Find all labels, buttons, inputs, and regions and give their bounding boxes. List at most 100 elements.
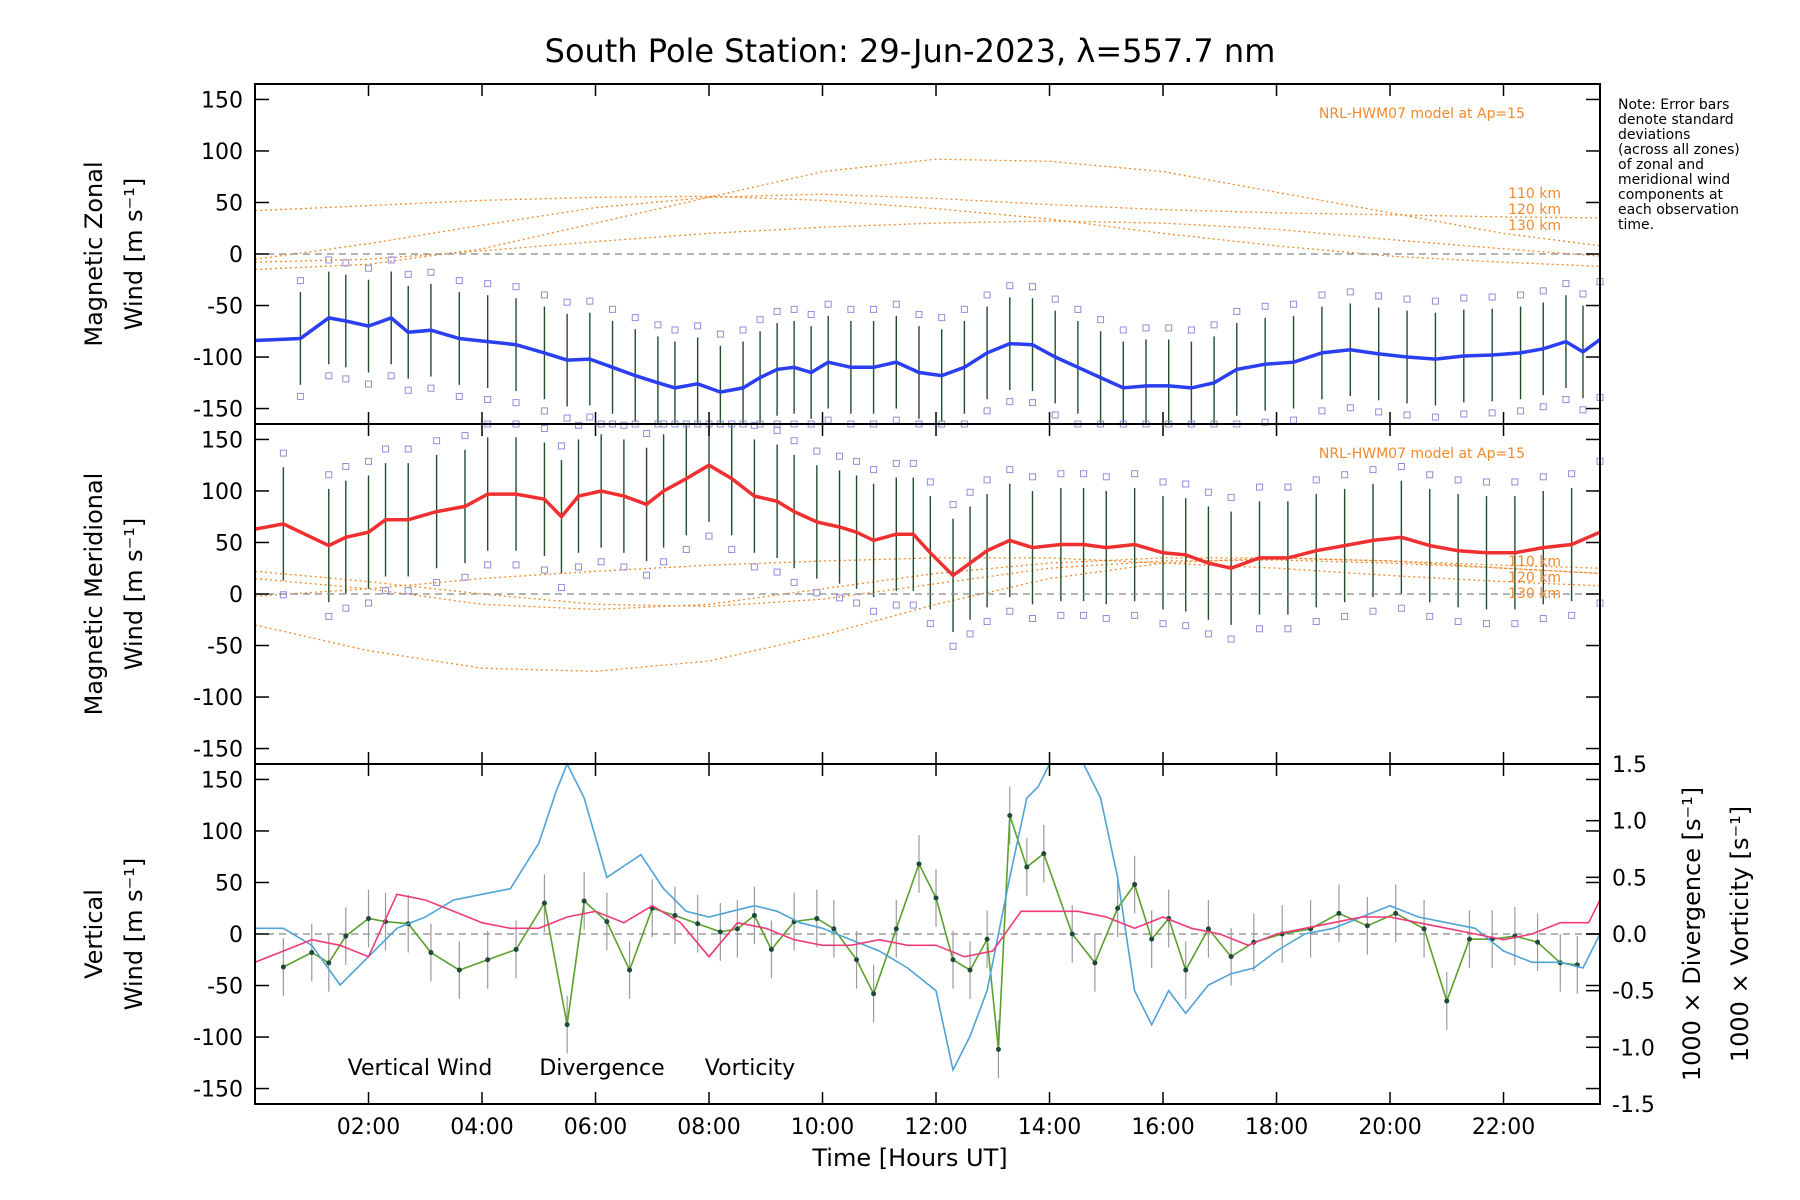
zonal-zone-sample <box>404 270 412 278</box>
vertical-wind-point <box>916 861 922 867</box>
zonal-zone-sample <box>540 407 548 415</box>
zonal-ytick-label: -150 <box>193 398 243 423</box>
meridional-zone-sample <box>484 561 492 569</box>
zonal-y-ticks: 150 100 50 0 -50 -100 -150 <box>193 88 1600 423</box>
vertical-wind-point <box>1024 864 1030 870</box>
vertical-ytick-label: -50 <box>207 975 243 1000</box>
meridional-zone-sample <box>1568 470 1576 478</box>
zonal-ytick-label: 100 <box>201 140 243 165</box>
vertical-panel-series <box>254 762 1601 1079</box>
zonal-ytick-label: 0 <box>229 243 243 268</box>
zonal-ytick-label: -50 <box>207 295 243 320</box>
meridional-zone-sample <box>790 437 798 445</box>
vertical-wind-point <box>871 991 877 997</box>
zonal-zone-sample <box>790 305 798 313</box>
meridional-zone-sample <box>1341 612 1349 620</box>
x-tick-label: 06:00 <box>564 1115 627 1140</box>
zonal-zone-sample <box>325 256 333 264</box>
vertical-wind-point <box>1336 910 1342 916</box>
zonal-zone-sample <box>1460 410 1468 418</box>
meridional-zone-sample <box>1006 466 1014 474</box>
meridional-zone-sample <box>1539 614 1547 622</box>
vertical-ytick-label: 50 <box>215 871 243 896</box>
zonal-wind-panel: 150 100 50 0 -50 -100 -150 NRL-HWM07 model at … <box>80 83 1604 428</box>
meridional-zone-sample <box>870 466 878 474</box>
meridional-zone-sample <box>1397 604 1405 612</box>
zonal-zone-sample <box>960 305 968 313</box>
zonal-zone-sample <box>1261 302 1269 310</box>
vertical-ytick-label: -100 <box>193 1026 243 1051</box>
zonal-zone-sample <box>1375 408 1383 416</box>
meridional-model-b-curve <box>254 559 1601 608</box>
zonal-zone-sample <box>654 321 662 329</box>
meridional-zone-sample <box>643 571 651 579</box>
meridional-zone-sample <box>1426 471 1434 479</box>
vertical-wind-point <box>456 967 462 973</box>
zonal-zone-sample <box>1318 291 1326 299</box>
zonal-model-c-curve <box>254 195 1601 268</box>
meridional-zone-sample <box>1454 476 1462 484</box>
meridional-zone-sample <box>966 488 974 496</box>
meridional-zone-sample <box>1255 625 1263 633</box>
meridional-zone-sample <box>1312 618 1320 626</box>
meridional-zone-sample <box>1159 620 1167 628</box>
meridional-zone-sample <box>909 601 917 609</box>
zonal-zone-sample <box>824 416 832 424</box>
meridional-zone-sample <box>773 426 781 434</box>
vertical-wind-point <box>695 921 701 927</box>
vertical-wind-point <box>1149 936 1155 942</box>
zonal-zone-sample <box>1539 403 1547 411</box>
vertical-wind-point <box>604 919 610 925</box>
zonal-zone-sample <box>938 314 946 322</box>
x-tick-label: 20:00 <box>1358 1115 1421 1140</box>
vorticity-ylabel: 1000 × Vorticity [s⁻¹] <box>1726 806 1754 1062</box>
meridional-zone-sample <box>682 545 690 553</box>
meridional-wind-panel: 150 100 50 0 -50 -100 -150 NRL-HWM07 model at … <box>80 420 1604 765</box>
zonal-zone-sample <box>892 300 900 308</box>
x-tick-label: 04:00 <box>450 1115 513 1140</box>
meridional-zone-sample <box>325 612 333 620</box>
zonal-zone-sample <box>1142 324 1150 332</box>
meridional-zone-sample <box>1182 622 1190 630</box>
vertical-wind-point <box>717 929 723 935</box>
meridional-zone-sample <box>1284 483 1292 491</box>
vertical-wind-point <box>734 926 740 932</box>
zonal-zone-sample <box>1375 292 1383 300</box>
meridional-zone-sample <box>1369 607 1377 615</box>
meridional-zone-sample <box>557 584 565 592</box>
note-line: Note: Error bars <box>1618 97 1729 113</box>
meridional-zone-sample <box>1006 607 1014 615</box>
zonal-zone-sample <box>1562 280 1570 288</box>
meridional-zone-sample <box>750 563 758 571</box>
meridional-zone-sample <box>1341 471 1349 479</box>
zonal-zone-sample <box>1028 399 1036 407</box>
vertical-wind-point <box>893 926 899 932</box>
meridional-zone-sample <box>1255 483 1263 491</box>
meridional-zone-sample <box>1102 473 1110 481</box>
vertical-wind-point <box>1115 905 1121 911</box>
meridional-zone-sample <box>892 601 900 609</box>
zonal-zone-sample <box>631 314 639 322</box>
zonal-zone-sample <box>1346 404 1354 412</box>
meridional-mean-wind-line <box>254 463 1601 578</box>
zonal-zone-sample <box>342 259 350 267</box>
zonal-model-d-curve <box>254 220 1601 263</box>
meridional-zone-sample <box>620 421 628 429</box>
zonal-zone-sample <box>609 305 617 313</box>
meridional-zone-sample <box>983 476 991 484</box>
zonal-zone-sample <box>586 413 594 421</box>
meridional-zone-sample <box>1482 478 1490 486</box>
vertical-wind-point <box>326 960 332 966</box>
meridional-zone-sample <box>1284 625 1292 633</box>
zonal-zone-sample <box>1517 407 1525 415</box>
vertical-wind-point <box>428 950 434 956</box>
zonal-zone-sample <box>1318 407 1326 415</box>
zonal-zone-sample <box>1233 307 1241 315</box>
zonal-zone-sample <box>296 392 304 400</box>
zonal-zone-sample <box>1187 326 1195 334</box>
meridional-zone-sample <box>1511 620 1519 628</box>
zonal-alt-label-110: 110 km <box>1508 186 1561 202</box>
vertical-wind-point <box>814 916 820 922</box>
vertical-wind-point <box>967 967 973 973</box>
right-ytick-label: 1.5 <box>1612 753 1647 778</box>
